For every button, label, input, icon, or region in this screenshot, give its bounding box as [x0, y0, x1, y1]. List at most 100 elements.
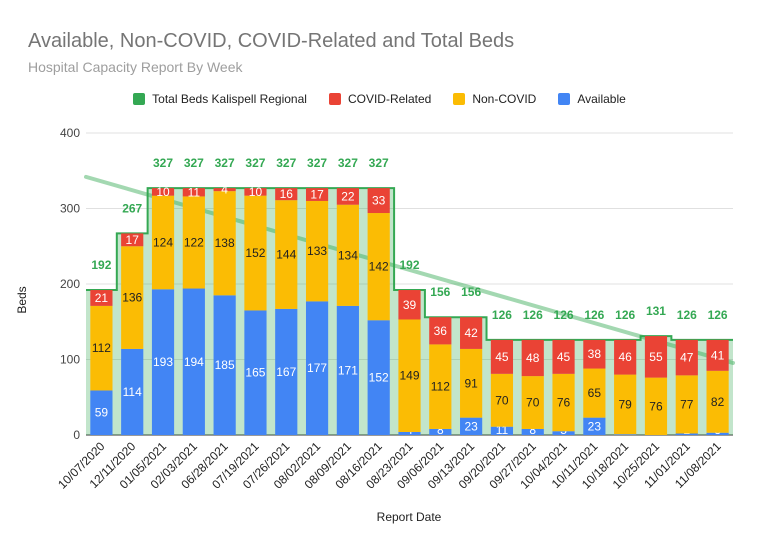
bar-covid-related: [552, 339, 575, 374]
y-tick-label: 400: [60, 126, 80, 140]
data-label-total-beds: 327: [184, 156, 204, 170]
legend-label-total-beds: Total Beds Kalispell Regional: [152, 92, 307, 106]
data-label-total-beds: 327: [276, 156, 296, 170]
data-label-available: 194: [184, 355, 204, 369]
data-label-non-covid: 76: [557, 396, 571, 410]
data-label-covid-related: 36: [434, 324, 448, 338]
data-label-covid-related: 4: [221, 183, 228, 197]
bar-available: [244, 310, 267, 435]
bar-non-covid: [305, 200, 329, 302]
y-axis-label: Beds: [15, 286, 29, 314]
data-label-total-beds: 126: [523, 308, 543, 322]
bar-covid-related: [182, 188, 205, 197]
bar-available: [367, 320, 390, 435]
bar-available: [706, 432, 729, 435]
data-label-covid-related: 45: [557, 350, 571, 364]
data-label-non-covid: 70: [526, 396, 540, 410]
bar-available: [275, 308, 298, 435]
legend-swatch-available: [558, 93, 571, 105]
data-label-covid-related: 42: [464, 326, 478, 340]
data-label-covid-related: 38: [588, 347, 602, 361]
data-label-non-covid: 124: [153, 235, 173, 249]
data-label-available: 165: [245, 366, 265, 380]
data-label-available: 193: [153, 355, 173, 369]
data-label-total-beds: 327: [153, 156, 173, 170]
legend-swatch-non-covid: [453, 93, 466, 105]
bar-available: [552, 431, 575, 435]
bar-available: [305, 301, 329, 435]
data-label-total-beds: 327: [369, 156, 389, 170]
data-label-covid-related: 16: [280, 187, 294, 201]
data-label-available: 167: [276, 365, 296, 379]
data-label-total-beds: 327: [338, 156, 358, 170]
data-label-available: 171: [338, 363, 358, 377]
legend-swatch-total-beds: [133, 93, 146, 105]
data-label-available: 185: [215, 358, 235, 372]
data-label-covid-related: 46: [618, 350, 632, 364]
data-label-available: 8: [437, 423, 444, 437]
bar-non-covid: [90, 305, 113, 391]
bar-covid-related: [213, 188, 236, 192]
bar-covid-related: [275, 188, 298, 201]
data-label-total-beds: 126: [615, 308, 635, 322]
bar-non-covid: [521, 376, 544, 429]
data-label-non-covid: 70: [495, 393, 509, 407]
data-label-total-beds: 267: [122, 201, 142, 215]
data-label-available: 177: [307, 361, 327, 375]
data-label-total-beds: 126: [492, 308, 512, 322]
bar-non-covid: [706, 370, 729, 433]
legend-label-non-covid: Non-COVID: [472, 92, 537, 106]
data-label-non-covid: 144: [276, 248, 296, 262]
bar-covid-related: [675, 339, 698, 376]
data-label-non-covid: 138: [215, 236, 235, 250]
bar-available: [521, 428, 544, 435]
data-label-covid-related: 11: [188, 185, 201, 199]
bar-available: [460, 417, 483, 435]
legend-item-available[interactable]: Available: [558, 92, 626, 106]
chart-title: Available, Non-COVID, COVID-Related and …: [28, 30, 515, 52]
data-label-non-covid: 112: [92, 341, 111, 355]
bar-covid-related: [614, 339, 637, 375]
data-label-covid-related: 55: [649, 350, 663, 364]
bar-covid-related: [583, 339, 606, 369]
data-label-available: 152: [369, 371, 389, 385]
bar-non-covid: [182, 196, 205, 289]
y-tick-label: 0: [73, 428, 80, 442]
bar-non-covid: [275, 200, 298, 309]
bar-non-covid: [244, 195, 267, 311]
data-label-available: 23: [464, 419, 478, 433]
bar-covid-related: [151, 188, 175, 196]
bar-available: [182, 288, 205, 435]
bar-available: [336, 305, 359, 435]
data-label-total-beds: 327: [245, 156, 265, 170]
y-tick-label: 300: [60, 202, 80, 216]
data-label-total-beds: 126: [677, 308, 697, 322]
legend-item-covid-related[interactable]: COVID-Related: [328, 92, 431, 106]
data-label-non-covid: 77: [680, 397, 694, 411]
bar-non-covid: [583, 368, 606, 418]
bar-covid-related: [460, 317, 483, 349]
data-label-total-beds: 126: [554, 308, 574, 322]
data-label-non-covid: 136: [122, 291, 142, 305]
bar-covid-related: [706, 339, 729, 371]
data-label-total-beds: 156: [461, 285, 481, 299]
y-tick-label: 200: [60, 277, 80, 291]
bar-non-covid: [121, 246, 144, 349]
bar-non-covid: [213, 191, 236, 296]
bar-non-covid: [614, 374, 637, 435]
legend-swatch-covid-related: [328, 93, 341, 105]
legend-item-total-beds[interactable]: Total Beds Kalispell Regional: [133, 92, 307, 106]
data-label-covid-related: 17: [126, 233, 140, 247]
bar-covid-related: [398, 290, 421, 320]
data-label-covid-related: 22: [341, 189, 355, 203]
y-tick-label: 100: [60, 353, 80, 367]
data-label-non-covid: 76: [649, 399, 663, 413]
data-label-non-covid: 152: [245, 246, 265, 260]
bar-available: [429, 428, 452, 435]
data-label-covid-related: 21: [95, 291, 109, 305]
data-label-covid-related: 45: [495, 350, 509, 364]
data-label-available: 59: [95, 406, 109, 420]
legend-item-non-covid[interactable]: Non-COVID: [453, 92, 536, 106]
data-label-available: 8: [529, 423, 536, 437]
